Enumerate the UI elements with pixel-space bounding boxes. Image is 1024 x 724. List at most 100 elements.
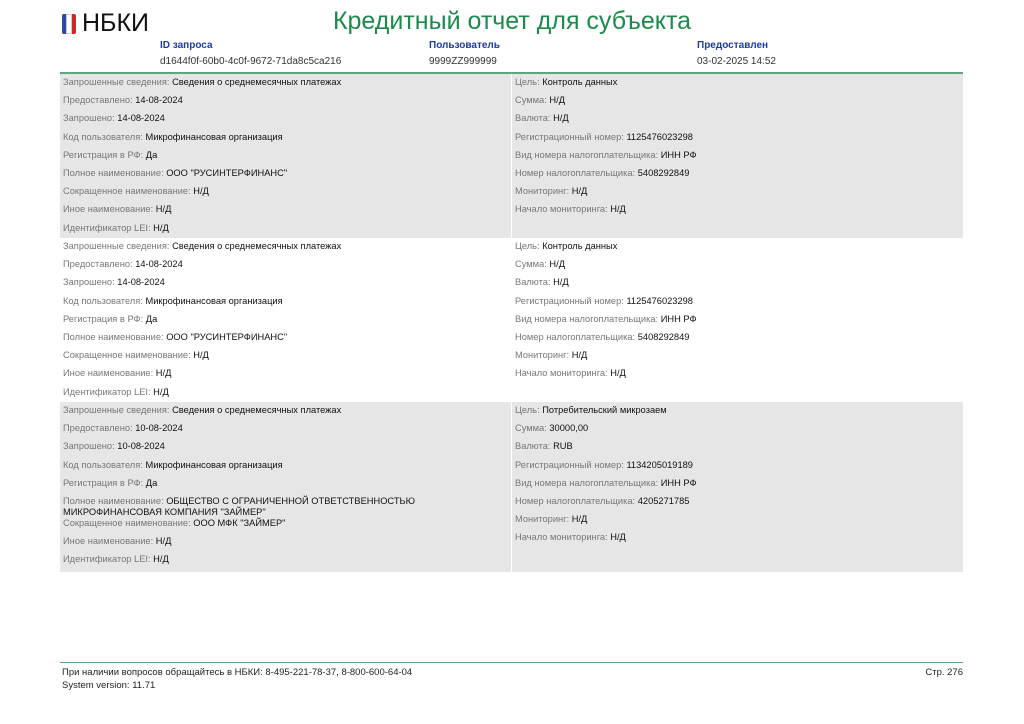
field-value: Н/Д [193, 186, 209, 197]
field-label: Код пользователя: [63, 459, 143, 470]
field-value: ИНН РФ [660, 149, 697, 160]
field-value: Да [145, 149, 158, 160]
field-value: Микрофинансовая организация [145, 295, 283, 306]
field-value: 14-08-2024 [117, 113, 165, 124]
field-row: Идентификатор LEI: Н/Д [63, 223, 511, 241]
field-value: Контроль данных [542, 77, 618, 87]
field-label: Код пользователя: [63, 295, 143, 306]
user-value: 9999ZZ999999 [429, 56, 497, 67]
field-label: Сумма: [515, 423, 547, 434]
field-row: Сокращенное наименование: Н/Д [63, 186, 511, 204]
field-row: Запрошенные сведения: Сведения о среднем… [63, 241, 511, 259]
field-label: Регистрационный номер: [515, 131, 624, 142]
field-label: Полное наименование: [63, 167, 164, 178]
field-label: Сумма: [515, 95, 547, 106]
right-column: Цель: Контроль данных Сумма: Н/Д Валюта: Н… [512, 238, 963, 402]
field-row: Полное наименование: ООО "РУСИНТЕРФИНАНС… [63, 168, 511, 186]
user-label: Пользователь [429, 40, 500, 51]
field-label: Полное наименование: [63, 495, 164, 506]
field-label: Номер налогоплательщика: [515, 495, 636, 506]
field-label: Сумма: [515, 259, 547, 270]
request-id: ID запроса d1644f0f-60b0-4c0f-9672-71da8… [160, 40, 341, 67]
field-row: Валюта: Н/Д [515, 113, 963, 131]
field-row: Полное наименование: ОБЩЕСТВО С ОГРАНИЧЕ… [63, 496, 511, 518]
nbki-logo-icon [62, 13, 76, 34]
field-label: Вид номера налогоплательщика: [515, 149, 659, 160]
left-column: Запрошенные сведения: Сведения о среднем… [60, 74, 511, 238]
field-value: Н/Д [571, 514, 588, 525]
field-label: Регистрационный номер: [515, 459, 624, 470]
field-row: Сумма: Н/Д [515, 95, 963, 113]
field-label: Запрошено: [63, 113, 115, 124]
field-row: Цель: Контроль данных [515, 77, 963, 95]
field-value: Микрофинансовая организация [145, 459, 283, 470]
field-value: Да [145, 477, 158, 488]
field-label: Номер налогоплательщика: [515, 167, 636, 178]
field-row: Регистрационный номер: 1125476023298 [515, 296, 963, 314]
header-divider [60, 72, 963, 74]
right-column: Цель: Потребительский микрозаем Сумма: 30… [512, 402, 963, 572]
field-row: Вид номера налогоплательщика: ИНН РФ [515, 478, 963, 496]
field-label: Цель: [515, 77, 540, 87]
field-row: Иное наименование: Н/Д [63, 204, 511, 222]
field-row: Начало мониторинга: Н/Д [515, 204, 963, 222]
provided-label: Предоставлен [697, 40, 769, 51]
footer: При наличии вопросов обращайтесь в НБКИ:… [62, 667, 412, 692]
field-row: Валюта: RUB [515, 441, 963, 459]
field-label: Предоставлено: [63, 95, 133, 106]
field-row: Номер налогоплательщика: 5408292849 [515, 168, 963, 186]
field-label: Начало мониторинга: [515, 204, 608, 215]
field-label: Предоставлено: [63, 423, 133, 434]
field-value: 4205271785 [637, 495, 690, 506]
field-value: Н/Д [549, 259, 565, 270]
field-label: Сокращенное наименование: [63, 517, 191, 528]
field-label: Вид номера налогоплательщика: [515, 313, 659, 324]
field-label: Сокращенное наименование: [63, 186, 191, 197]
footer-divider [60, 662, 963, 663]
field-row: Сокращенное наименование: ООО МФК "ЗАЙМЕ… [63, 518, 511, 536]
field-value: Потребительский микрозаем [542, 405, 667, 415]
field-label: Идентификатор LEI: [63, 222, 151, 233]
provided: Предоставлен 03-02-2025 14:52 [697, 40, 776, 67]
field-label: Предоставлено: [63, 259, 133, 270]
field-value: 10-08-2024 [135, 423, 183, 434]
field-value: ИНН РФ [660, 477, 697, 488]
field-label: Код пользователя: [63, 131, 143, 142]
field-row: Код пользователя: Микрофинансовая органи… [63, 296, 511, 314]
field-value: Контроль данных [542, 241, 618, 251]
field-row: Сумма: 30000,00 [515, 423, 963, 441]
field-row: Мониторинг: Н/Д [515, 514, 963, 532]
field-row: Предоставлено: 14-08-2024 [63, 259, 511, 277]
field-value: Микрофинансовая организация [145, 131, 283, 142]
field-value: 10-08-2024 [117, 441, 165, 452]
field-row: Регистрация в РФ: Да [63, 478, 511, 496]
field-row: Запрошено: 14-08-2024 [63, 113, 511, 131]
request-id-value: d1644f0f-60b0-4c0f-9672-71da8c5ca216 [160, 56, 342, 67]
field-label: Начало мониторинга: [515, 368, 608, 379]
field-value: Н/Д [610, 204, 626, 215]
field-label: Номер налогоплательщика: [515, 331, 636, 342]
field-label: Цель: [515, 405, 540, 415]
field-row: Идентификатор LEI: Н/Д [63, 554, 511, 572]
field-row: Сокращенное наименование: Н/Д [63, 350, 511, 368]
field-row: Мониторинг: Н/Д [515, 186, 963, 204]
field-value: 14-08-2024 [117, 277, 165, 288]
field-row: Сумма: Н/Д [515, 259, 963, 277]
field-row: Запрошенные сведения: Сведения о среднем… [63, 77, 511, 95]
field-value: Н/Д [553, 277, 569, 288]
request-id-label: ID запроса [160, 40, 213, 51]
field-label: Валюта: [515, 277, 551, 288]
left-column: Запрошенные сведения: Сведения о среднем… [60, 238, 511, 402]
field-label: Сокращенное наименование: [63, 350, 191, 361]
nbki-logo: НБКИ [62, 9, 149, 38]
field-row: Начало мониторинга: Н/Д [515, 532, 963, 550]
field-label: Мониторинг: [515, 350, 570, 361]
field-value: 5408292849 [637, 331, 690, 342]
field-row: Регистрационный номер: 1125476023298 [515, 132, 963, 150]
field-value: RUB [553, 441, 573, 452]
field-row: Номер налогоплательщика: 4205271785 [515, 496, 963, 514]
field-value: Н/Д [153, 222, 169, 233]
field-row: Запрошенные сведения: Сведения о среднем… [63, 405, 511, 423]
field-row: Регистрация в РФ: Да [63, 314, 511, 332]
